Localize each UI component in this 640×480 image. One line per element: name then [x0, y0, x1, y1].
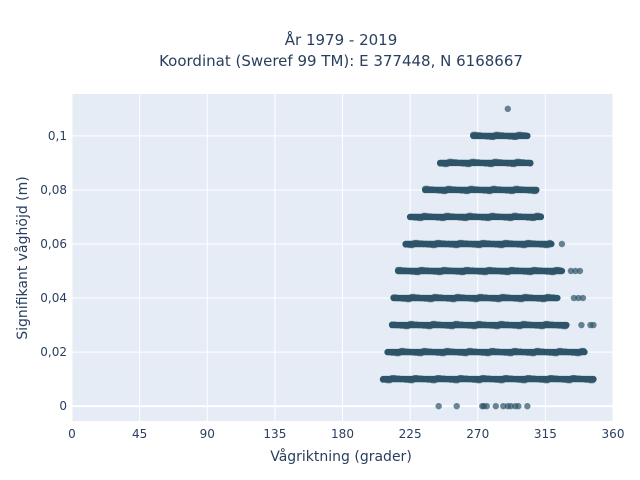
y-axis-label: Signifikant våghöjd (m) [14, 176, 31, 339]
data-point [570, 294, 578, 302]
x-tick-label: 0 [68, 427, 76, 441]
data-point [558, 240, 566, 248]
data-point [500, 402, 507, 410]
x-tick-label: 270 [466, 427, 489, 441]
data-point [524, 402, 531, 410]
data-point [590, 321, 597, 329]
data-point [453, 402, 460, 410]
data-point [589, 376, 596, 384]
y-tick-label: 0,1 [48, 129, 67, 143]
y-tick-label: 0 [59, 399, 67, 413]
x-tick-label: 315 [534, 427, 557, 441]
data-point [579, 294, 587, 302]
x-tick-label: 225 [399, 427, 422, 441]
data-point [572, 267, 579, 275]
y-axis-ticks: 0 0,02 0,04 0,06 0,08 0,1 [40, 129, 67, 413]
chart-title-line-2: Koordinat (Sweref 99 TM): E 377448, N 61… [159, 52, 523, 70]
data-points [379, 105, 597, 410]
data-point [562, 322, 569, 330]
x-tick-label: 360 [602, 427, 625, 441]
data-point [483, 402, 490, 410]
data-point [546, 239, 554, 247]
data-point [576, 267, 584, 275]
data-point [527, 160, 534, 167]
x-axis-ticks: 0 45 90 135 180 225 270 315 360 [68, 427, 624, 441]
data-point [435, 402, 442, 410]
grid [71, 94, 614, 421]
y-tick-label: 0,08 [40, 183, 67, 197]
x-tick-label: 135 [263, 427, 286, 441]
data-point [515, 402, 522, 410]
data-point [557, 267, 564, 274]
data-point [580, 347, 587, 355]
data-point [552, 294, 560, 302]
data-point [492, 402, 499, 410]
data-point [575, 294, 582, 302]
x-tick-label: 90 [200, 427, 215, 441]
x-tick-label: 45 [132, 427, 147, 441]
data-point [537, 213, 545, 220]
x-axis-label: Vågriktning (grader) [270, 448, 412, 465]
data-point [578, 321, 585, 329]
data-point [504, 105, 512, 113]
y-tick-label: 0,04 [40, 291, 67, 305]
y-tick-label: 0,02 [40, 345, 67, 359]
x-tick-label: 180 [331, 427, 354, 441]
y-tick-label: 0,06 [40, 237, 67, 251]
data-point [507, 402, 515, 410]
chart-title-line-1: År 1979 - 2019 [285, 30, 398, 49]
data-point [524, 132, 531, 140]
data-point [567, 267, 575, 275]
data-point [532, 187, 539, 195]
